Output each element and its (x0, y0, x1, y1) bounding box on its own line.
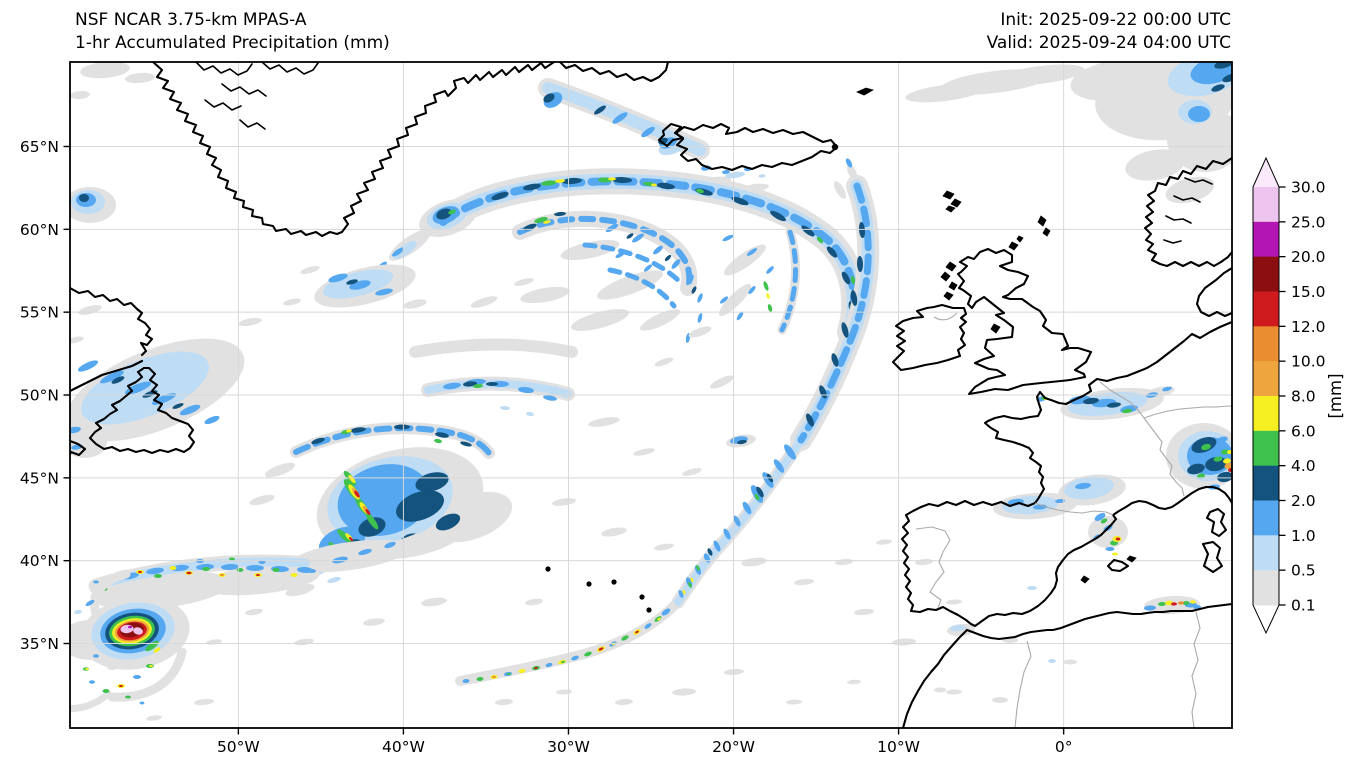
lat-tick-label: 65°N (20, 138, 59, 156)
colorbar-segment (1253, 361, 1279, 397)
colorbar-tick-label: 6.0 (1291, 422, 1316, 440)
colorbar-unit-label: [mm] (1326, 373, 1345, 418)
colorbar-segment (1253, 396, 1279, 432)
lon-tick-label: 40°W (382, 738, 425, 756)
colorbar-tick-label: 0.1 (1291, 597, 1316, 615)
colorbar-tick-label: 20.0 (1291, 248, 1326, 266)
colorbar-segment (1253, 430, 1279, 467)
precip-mid-patch (300, 264, 427, 309)
africa-coastline (901, 602, 1232, 728)
shetland-orkney-coastline (1008, 215, 1051, 251)
precip-cyclone (377, 168, 868, 417)
colorbar-tick-label: 12.0 (1291, 318, 1326, 336)
iceland-coastline (657, 122, 839, 172)
valid-time-label: Valid: 2025-09-24 04:00 UTC (987, 33, 1231, 53)
ireland-coastline (891, 303, 968, 372)
title-field: 1-hr Accumulated Precipitation (mm) (75, 33, 390, 53)
colorbar-tick-label: 0.5 (1291, 562, 1316, 580)
lon-tick-label: 30°W (547, 738, 590, 756)
colorbar-segment (1253, 291, 1279, 327)
greenland-coastline (151, 62, 670, 238)
lat-tick-label: 50°N (20, 387, 59, 405)
norway-denmark-coastline (1143, 156, 1232, 318)
lat-tick-label: 35°N (20, 635, 59, 653)
title-model: NSF NCAR 3.75-km MPAS-A (75, 10, 307, 30)
precip-davis-strait (70, 187, 116, 223)
colorbar-tick-label: 8.0 (1291, 388, 1316, 406)
colorbar-tick-label: 30.0 (1291, 179, 1326, 197)
colorbar-over-arrow (1253, 158, 1279, 187)
colorbar-segment (1253, 535, 1279, 571)
country-borders (915, 381, 1232, 728)
azores-islands (545, 566, 652, 613)
colorbar-segment (1253, 256, 1279, 292)
coastlines (70, 62, 1232, 728)
precip-scatter (70, 62, 962, 721)
colorbar-tick-label: 1.0 (1291, 527, 1316, 545)
lat-tick-label: 40°N (20, 552, 59, 570)
colorbar-tick-label: 4.0 (1291, 457, 1316, 475)
jan-mayen-island (856, 87, 875, 96)
lon-tick-label: 0° (1055, 738, 1073, 756)
colorbar-segment (1253, 187, 1279, 223)
colorbar-segment (1253, 221, 1279, 258)
lon-tick-label: 50°W (217, 738, 260, 756)
lon-tick-label: 10°W (877, 738, 920, 756)
graticule-gridlines (70, 62, 1232, 728)
colorbar-segment (1253, 326, 1279, 362)
lat-tick-label: 60°N (20, 221, 59, 239)
map-frame (69, 61, 1233, 729)
colorbar-under-arrow (1253, 605, 1279, 633)
colorbar-tick-label: 25.0 (1291, 213, 1326, 231)
axes: 50°W 40°W 30°W 20°W 10°W 0° 65°N 60°N 55°N 50°N 45… (20, 138, 1073, 756)
colorbar-tick-label: 15.0 (1291, 283, 1326, 301)
lat-tick-label: 55°N (20, 304, 59, 322)
init-time-label: Init: 2025-09-22 00:00 UTC (1000, 10, 1231, 30)
precipitation-field (70, 62, 1232, 721)
faroe-islands-coastline (942, 190, 962, 213)
colorbar-segment (1253, 500, 1279, 536)
europe-coastline (900, 320, 1232, 628)
lon-tick-label: 20°W (712, 738, 755, 756)
colorbar-segment (1253, 465, 1279, 501)
precip-norwegian-sea (905, 62, 1232, 204)
precip-hurricane (70, 569, 190, 712)
precip-east-front (455, 175, 880, 686)
colorbar-tick-label: 10.0 (1291, 353, 1326, 371)
great-britain-coastline (940, 247, 1093, 396)
colorbar-segment (1253, 570, 1279, 606)
colorbar-tick-label: 2.0 (1291, 492, 1316, 510)
lat-tick-label: 45°N (20, 469, 59, 487)
colorbar: 30.0 25.0 20.0 15.0 12.0 10.0 8.0 6.0 4.0 2.0 1.0 0… (1252, 156, 1345, 635)
precip-west-band (88, 531, 459, 610)
